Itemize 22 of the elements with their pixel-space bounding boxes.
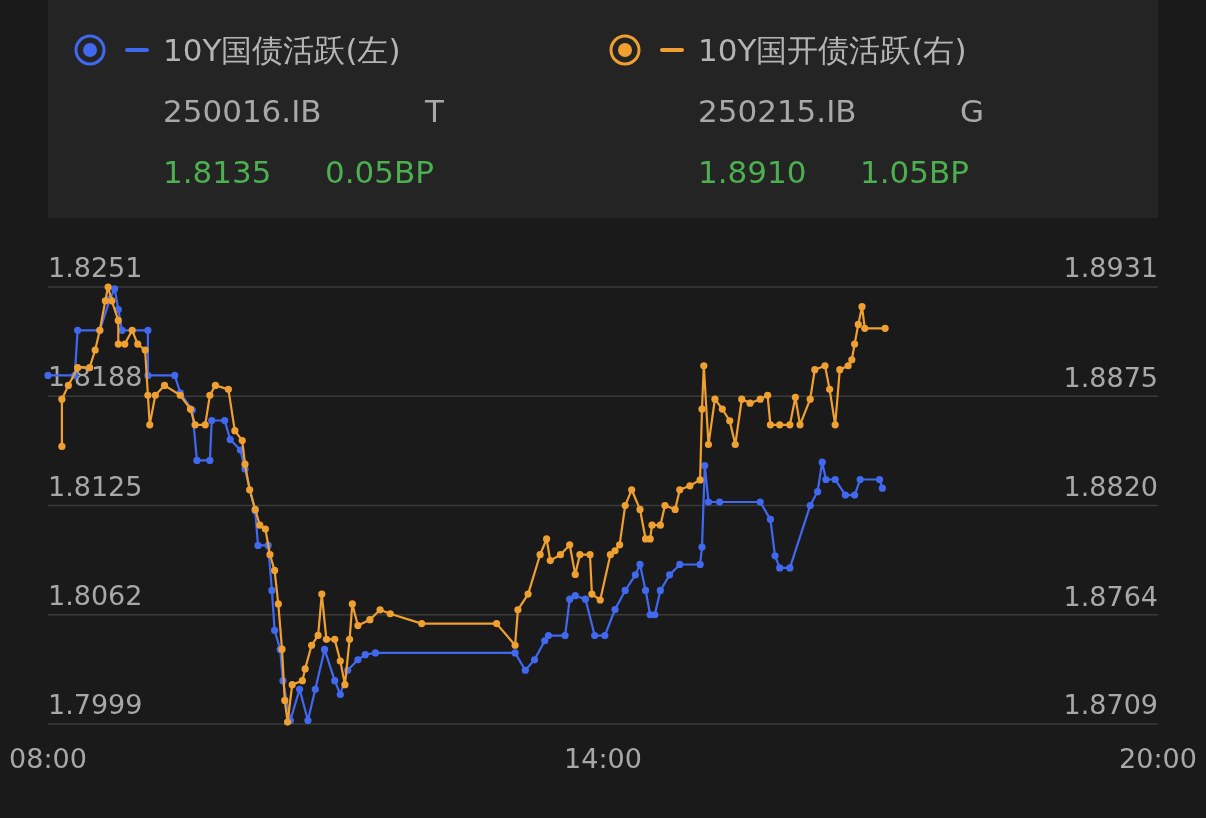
text: T: [424, 93, 445, 129]
text: 1.8910: [698, 154, 807, 190]
y-tick-label: 1.7999: [48, 689, 143, 720]
text: 1.05BP: [860, 154, 969, 190]
y2-tick-label: 1.8931: [1063, 252, 1158, 283]
y2-tick-label: 1.8764: [1063, 580, 1158, 612]
text: 250215.IB: [698, 93, 857, 129]
y-tick-label: 1.8251: [48, 252, 143, 283]
y-tick-label: 1.8062: [48, 579, 143, 611]
y2-tick-label: 1.8820: [1063, 470, 1158, 502]
text: 250016.IB: [163, 93, 322, 129]
legend-label: 10Y国开债活跃(右): [698, 32, 967, 68]
y2-tick-label: 1.8709: [1063, 689, 1158, 720]
y-tick-label: 1.8125: [48, 470, 143, 502]
legend-label: 10Y国债活跃(左): [163, 32, 401, 68]
y2-tick-label: 1.8875: [1063, 362, 1158, 394]
text: 0.05BP: [325, 154, 434, 190]
text: 1.8135: [163, 154, 272, 190]
x-tick-label: 20:00: [1119, 743, 1197, 774]
x-tick-label: 08:00: [9, 743, 87, 774]
x-tick-label: 14:00: [564, 743, 642, 774]
text: G: [960, 93, 985, 129]
